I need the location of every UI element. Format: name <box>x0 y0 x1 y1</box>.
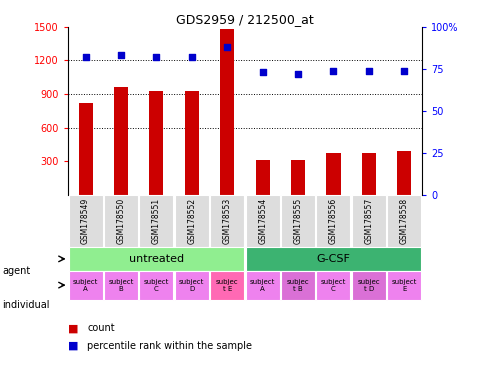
Text: subject
E: subject E <box>391 279 416 291</box>
Text: GSM178552: GSM178552 <box>187 198 196 244</box>
Point <box>187 54 195 60</box>
Bar <box>210 195 244 247</box>
Bar <box>220 29 234 195</box>
Text: GSM178555: GSM178555 <box>293 198 302 244</box>
Text: subject
A: subject A <box>249 279 275 291</box>
Bar <box>361 153 375 195</box>
Bar <box>386 195 421 247</box>
Text: GSM178556: GSM178556 <box>328 198 337 244</box>
Point <box>81 54 89 60</box>
Point <box>399 68 407 74</box>
Bar <box>290 160 304 195</box>
Bar <box>210 271 244 300</box>
Bar <box>149 91 163 195</box>
Text: count: count <box>87 323 115 333</box>
Bar <box>316 195 350 247</box>
Text: G-CSF: G-CSF <box>316 254 349 264</box>
Bar <box>68 247 244 271</box>
Title: GDS2959 / 212500_at: GDS2959 / 212500_at <box>176 13 313 26</box>
Bar <box>280 271 315 300</box>
Bar <box>326 153 340 195</box>
Text: ■: ■ <box>68 323 78 333</box>
Bar <box>184 91 198 195</box>
Text: subject
B: subject B <box>108 279 134 291</box>
Bar <box>351 271 385 300</box>
Point <box>364 68 372 74</box>
Point <box>293 71 301 77</box>
Point <box>258 69 266 75</box>
Bar <box>139 271 173 300</box>
Bar <box>114 87 128 195</box>
Bar <box>245 271 279 300</box>
Point <box>117 52 125 58</box>
Text: subjec
t B: subjec t B <box>286 279 309 291</box>
Text: subject
C: subject C <box>320 279 346 291</box>
Bar <box>174 195 209 247</box>
Bar <box>255 160 269 195</box>
Text: GSM178553: GSM178553 <box>222 198 231 244</box>
Bar <box>104 271 138 300</box>
Point <box>152 54 160 60</box>
Bar <box>104 195 138 247</box>
Bar <box>280 195 315 247</box>
Bar <box>396 151 410 195</box>
Bar <box>68 271 103 300</box>
Text: subject
D: subject D <box>179 279 204 291</box>
Text: GSM178551: GSM178551 <box>151 198 161 244</box>
Text: subjec
t D: subjec t D <box>357 279 379 291</box>
Text: ■: ■ <box>68 341 78 351</box>
Text: GSM178557: GSM178557 <box>363 198 373 244</box>
Text: individual: individual <box>2 300 50 310</box>
Bar <box>78 103 92 195</box>
Text: GSM178550: GSM178550 <box>116 198 125 244</box>
Bar <box>174 271 209 300</box>
Bar <box>245 195 279 247</box>
Text: GSM178558: GSM178558 <box>399 198 408 244</box>
Text: percentile rank within the sample: percentile rank within the sample <box>87 341 252 351</box>
Bar <box>386 271 421 300</box>
Point <box>223 44 230 50</box>
Bar <box>351 195 385 247</box>
Bar <box>68 195 103 247</box>
Text: GSM178549: GSM178549 <box>81 198 90 244</box>
Text: subject
C: subject C <box>143 279 169 291</box>
Bar <box>139 195 173 247</box>
Point <box>329 68 336 74</box>
Text: GSM178554: GSM178554 <box>257 198 267 244</box>
Text: agent: agent <box>2 266 30 276</box>
Bar <box>245 247 421 271</box>
Bar <box>316 271 350 300</box>
Text: untreated: untreated <box>129 254 183 264</box>
Text: subjec
t E: subjec t E <box>215 279 238 291</box>
Text: subject
A: subject A <box>73 279 98 291</box>
